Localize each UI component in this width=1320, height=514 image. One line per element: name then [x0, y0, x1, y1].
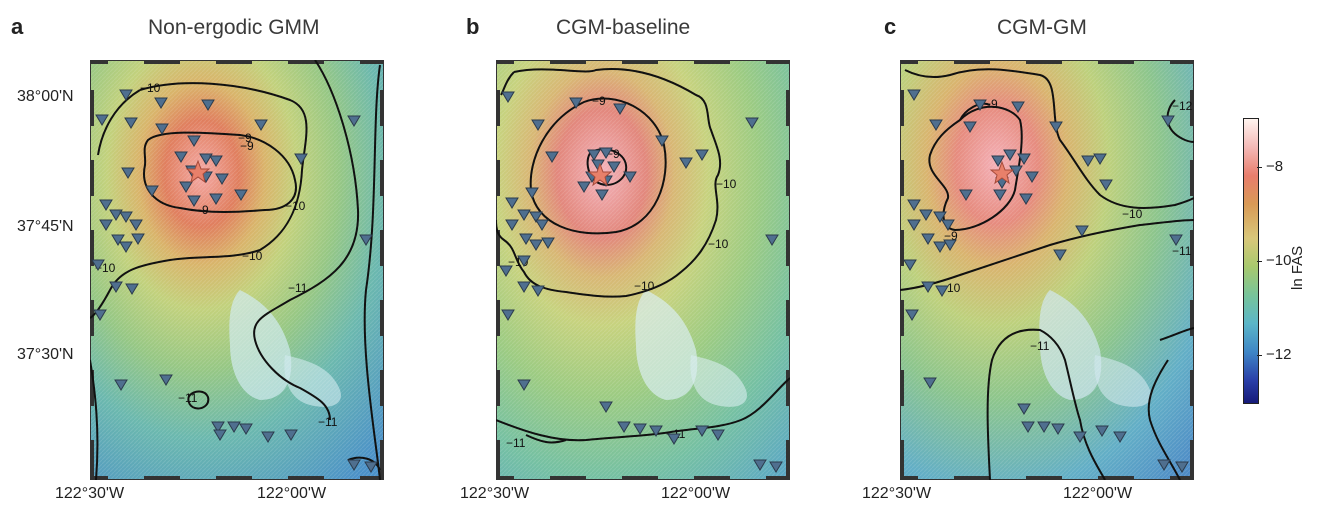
contour-label-b-4: −10 [708, 237, 729, 251]
contour-label-c-1: −9 [984, 97, 998, 111]
contour-label-a-10: −11 [318, 415, 338, 429]
lat-label-37-45: 37°45'N [17, 218, 74, 235]
contour-label-b-3: −10 [716, 177, 737, 191]
panel-letter-c: c [884, 14, 897, 39]
colorbar-label-minus12: −12 [1266, 346, 1292, 363]
contour-label-a-2: −9 [238, 131, 252, 145]
contour-label-a-8: −11 [288, 281, 308, 295]
contour-label-a-5: −10 [285, 199, 306, 213]
contour-label-a-9: −11 [178, 391, 198, 405]
panel-letter-a: a [11, 14, 24, 39]
contour-label-c-3: −10 [1122, 207, 1143, 221]
lon-label-a-west: 122°30'W [55, 485, 125, 502]
colorbar-label-minus8: −8 [1266, 158, 1284, 175]
map-b-svg: −9 −9 −10 −10 −10 −10 −11 −11 [496, 60, 790, 480]
contour-label-b-1: −9 [592, 94, 606, 108]
lat-label-37-30: 37°30'N [17, 346, 74, 363]
station-icons-b [499, 91, 783, 473]
contour-label-a-1: −10 [140, 81, 161, 95]
contour-label-b-5: −10 [634, 279, 655, 293]
map-panel-c: −9 −9 −10 −10 −11 −11 −12 [900, 60, 1194, 480]
lon-label-c-west: 122°30'W [862, 485, 932, 502]
contour-label-a-6: −10 [242, 249, 263, 263]
epicenter-star-icon-a [185, 159, 211, 184]
panel-title-b: CGM-baseline [556, 16, 691, 39]
lon-label-b-east: 122°00'W [661, 485, 731, 502]
panel-title-a: Non-ergodic GMM [148, 16, 320, 39]
colorbar-title: ln FAS [1289, 245, 1306, 290]
map-panel-a: −10 −9 −9 −9 −10 −10 −10 −11 −11 −11 [90, 60, 384, 480]
lon-label-c-east: 122°00'W [1063, 485, 1133, 502]
map-panel-b: −9 −9 −10 −10 −10 −10 −11 −11 [496, 60, 790, 480]
map-a-svg: −10 −9 −9 −9 −10 −10 −10 −11 −11 −11 [90, 60, 384, 480]
lon-label-a-east: 122°00'W [257, 485, 327, 502]
colorbar-tick-minus12 [1257, 355, 1262, 356]
station-icons-a [91, 89, 378, 473]
station-icons-c [903, 89, 1189, 473]
lon-label-b-west: 122°30'W [460, 485, 530, 502]
contour-label-b-7: −11 [506, 436, 526, 450]
contour-label-a-4: −9 [195, 203, 209, 217]
lat-label-38-00: 38°00'N [17, 88, 74, 105]
colorbar-tick-minus8 [1257, 167, 1262, 168]
colorbar-tick-minus10 [1257, 261, 1262, 262]
colorbar-label-minus10: −10 [1266, 252, 1292, 269]
panel-title-c: CGM-GM [997, 16, 1087, 39]
contour-label-a-3: −9 [240, 139, 254, 153]
epicenter-star-icon-c [989, 160, 1015, 185]
epicenter-star-icon-b [587, 162, 613, 187]
panel-letter-b: b [466, 14, 480, 39]
map-c-svg: −9 −9 −10 −10 −11 −11 −12 [900, 60, 1194, 480]
contour-label-c-5: −11 [1030, 339, 1050, 353]
contour-label-c-7: −12 [1172, 99, 1193, 113]
contour-label-c-6: −11 [1172, 244, 1192, 258]
